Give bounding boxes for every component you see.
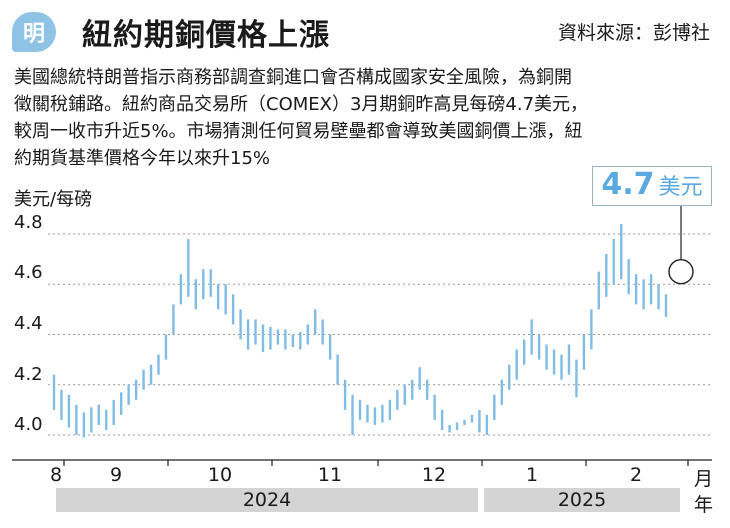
highlight-circle <box>668 258 694 285</box>
callout-unit: 美元 <box>658 175 703 200</box>
x-month-label: 8 <box>49 464 63 486</box>
y-tick-label: 4.6 <box>14 262 43 283</box>
y-tick-label: 4.0 <box>14 414 43 435</box>
latest-price-callout: 4.7 美元 <box>592 166 712 206</box>
summary-line: 美國總統特朗普指示商務部調查銅進口會否構成國家安全風險，為銅開 <box>14 67 572 88</box>
x-axis-month-unit: 月 <box>694 468 714 490</box>
y-axis-unit-label: 美元/每磅 <box>14 189 93 210</box>
summary-line: 較周一收市升近5%。市場猜測任何貿易壁壘都會導致美國銅價上漲，紐 <box>14 121 583 142</box>
summary-line: 約期貨基準價格今年以來升15% <box>14 148 271 169</box>
x-month-label: 2 <box>629 464 643 486</box>
x-month-label: 12 <box>421 464 447 486</box>
x-month-label: 9 <box>109 464 123 486</box>
x-month-label: 10 <box>207 464 233 486</box>
callout-value: 4.7 <box>601 167 655 202</box>
ming-pao-badge-icon: 明 <box>12 12 56 52</box>
header: 明 紐約期銅價格上漲 資料來源：彭博社 <box>0 0 730 60</box>
year-band-2024: 2024 <box>56 488 478 512</box>
x-month-label: 1 <box>525 464 539 486</box>
y-tick-label: 4.2 <box>14 364 43 385</box>
y-tick-label: 4.4 <box>14 313 43 334</box>
x-month-label: 11 <box>317 464 343 486</box>
y-tick-label: 4.8 <box>14 212 43 233</box>
x-axis-year-unit: 年 <box>694 494 714 516</box>
article-summary: 美國總統特朗普指示商務部調查銅進口會否構成國家安全風險，為銅開 徵關稅鋪路。紐約… <box>14 64 716 172</box>
source-credit: 資料來源：彭博社 <box>557 22 710 44</box>
summary-line: 徵關稅鋪路。紐約商品交易所（COMEX）3月期銅昨高見每磅4.7美元， <box>14 94 589 115</box>
page-title: 紐約期銅價格上漲 <box>82 18 330 53</box>
year-band-2025: 2025 <box>484 488 680 512</box>
